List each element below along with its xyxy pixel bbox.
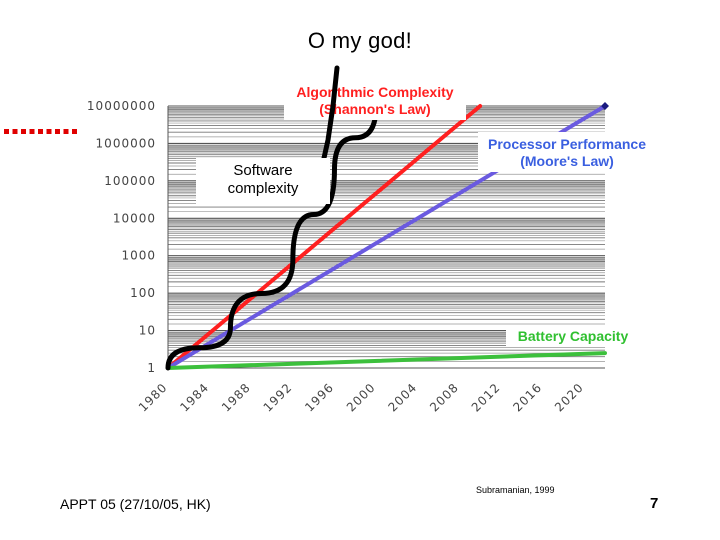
series-line-algorithmic-complexity-shannon-s-law xyxy=(166,104,483,370)
red-dot xyxy=(63,129,69,134)
series-label-processor-performance-moore-s-law: (Moore's Law) xyxy=(520,153,614,169)
y-axis-ticks: 1 10 100 1000 10000 100000 1000000 10000000 xyxy=(87,99,156,375)
series-label-bg xyxy=(478,132,656,172)
red-dot xyxy=(21,129,26,134)
y-tick-label: 10000 xyxy=(113,211,156,225)
x-tick-label: 2012 xyxy=(469,380,503,414)
y-tick-label: 1000000 xyxy=(96,136,156,150)
source-citation: Subramanian, 1999 xyxy=(476,485,555,495)
series-end-marker xyxy=(601,102,609,110)
series-line-software-complexity xyxy=(165,103,379,371)
y-tick-label: 100000 xyxy=(104,174,156,188)
page-number: 7 xyxy=(650,495,659,512)
software-complexity-curve-top xyxy=(321,65,340,161)
x-tick-label: 1992 xyxy=(261,380,295,414)
red-dot xyxy=(46,129,52,134)
y-tick-label: 100 xyxy=(130,286,156,300)
x-tick-label: 2004 xyxy=(386,380,420,414)
series-labels: Algorithmic Complexity(Shannon's Law) Pro… xyxy=(284,65,656,346)
red-dotted-marker xyxy=(4,129,77,134)
series-label-bg xyxy=(506,326,640,346)
x-tick-label: 2016 xyxy=(510,380,544,414)
series-label-battery-capacity: Battery Capacity xyxy=(518,328,629,344)
x-tick-label: 2008 xyxy=(427,380,461,414)
x-tick-label: 2000 xyxy=(344,380,378,414)
y-tick-label: 1000 xyxy=(121,249,156,263)
y-tick-label: 10 xyxy=(139,324,156,338)
red-dot xyxy=(55,129,60,134)
x-tick-label: 2020 xyxy=(552,380,586,414)
red-dot xyxy=(72,129,77,134)
series-label-bg xyxy=(284,80,466,120)
x-axis-ticks: 1980 1984 1988 1992 1996 2000 2004 2008 2012 2016… xyxy=(136,380,587,414)
slide-title: O my god! xyxy=(307,28,413,53)
y-tick-label: 1 xyxy=(147,361,156,375)
footer-text: APPT 05 (27/10/05, HK) xyxy=(60,496,211,512)
x-tick-label: 1980 xyxy=(136,380,170,414)
software-complexity-line-1: Software xyxy=(233,162,293,179)
red-dot xyxy=(12,129,18,134)
software-complexity-callout: Software complexity xyxy=(196,158,330,204)
red-dot xyxy=(38,129,43,134)
x-tick-label: 1984 xyxy=(177,380,211,414)
software-complexity-line-2: complexity xyxy=(227,180,299,197)
series-line-battery-capacity xyxy=(166,351,607,370)
x-tick-label: 1988 xyxy=(219,380,253,414)
series-label-algorithmic-complexity-shannon-s-law: Algorithmic Complexity xyxy=(296,84,453,100)
red-dot xyxy=(4,129,9,134)
x-tick-label: 1996 xyxy=(302,380,336,414)
red-dot xyxy=(29,129,35,134)
series-label-processor-performance-moore-s-law: Processor Performance xyxy=(488,136,646,152)
y-tick-label: 10000000 xyxy=(87,99,156,113)
series-label-algorithmic-complexity-shannon-s-law: (Shannon's Law) xyxy=(319,101,430,117)
